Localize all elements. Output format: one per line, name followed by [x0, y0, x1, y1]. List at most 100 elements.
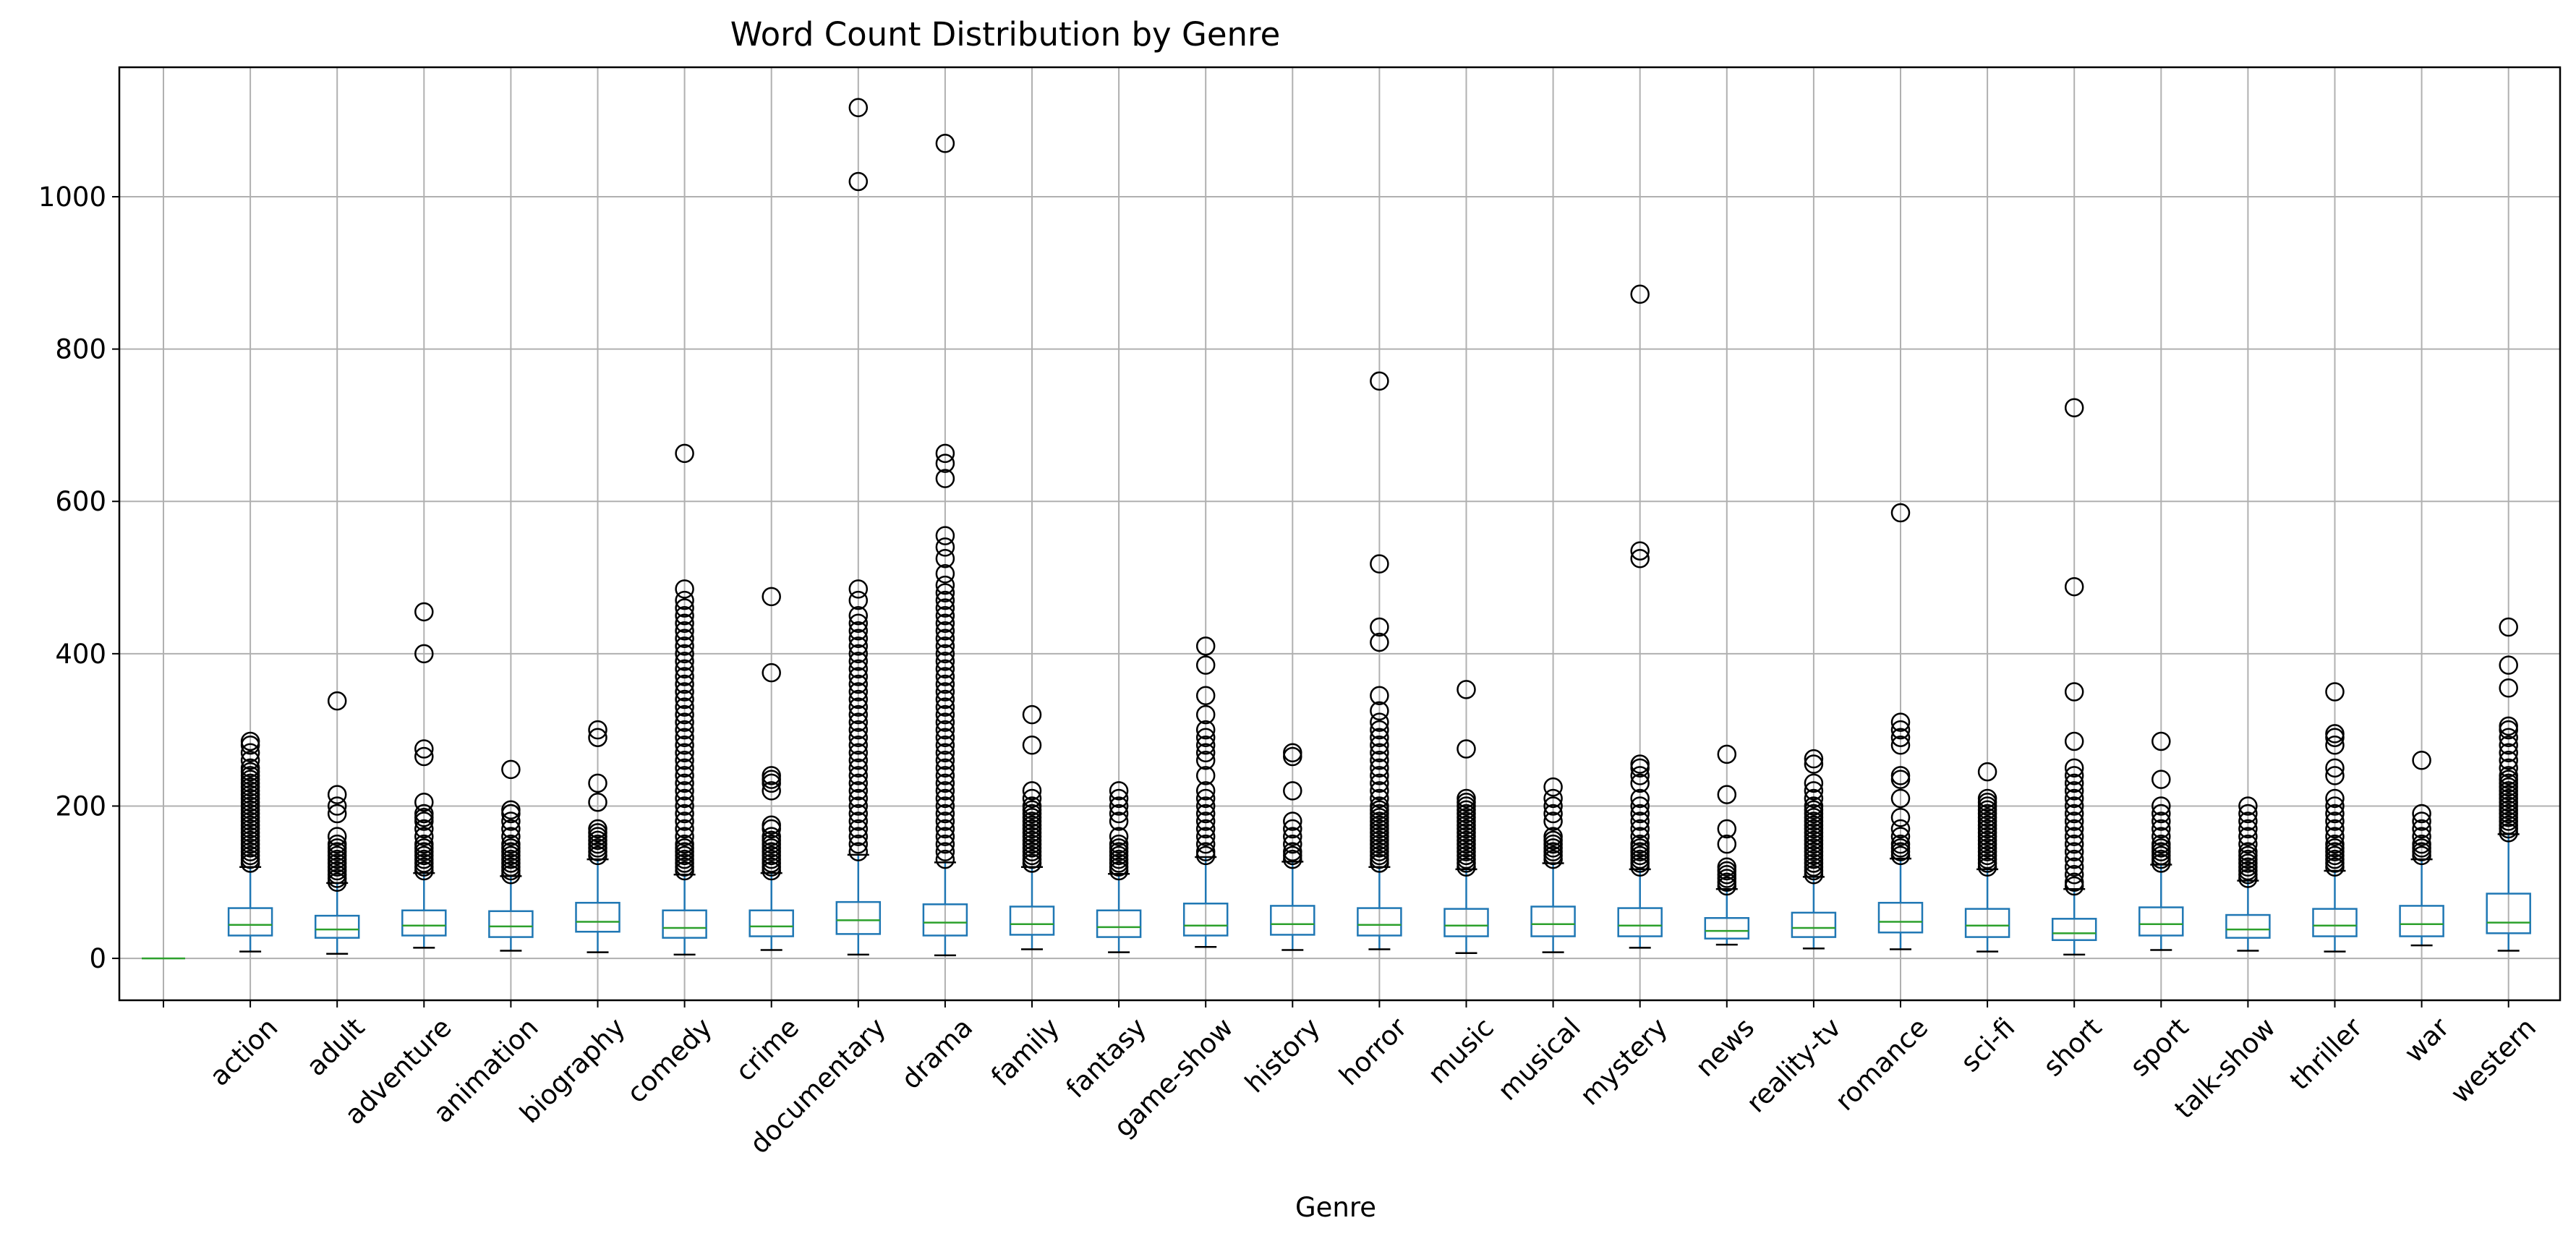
outlier-point	[848, 579, 869, 599]
outlier-point	[2064, 682, 2084, 702]
outlier-point	[935, 682, 955, 702]
outlier-point	[675, 652, 694, 671]
outlier-point	[1890, 834, 1911, 854]
outlier-point	[675, 644, 694, 664]
outlier-point	[935, 781, 955, 801]
box-game-show	[1182, 636, 1229, 948]
outlier-point	[2064, 872, 2084, 892]
y-tick-label: 400	[55, 639, 106, 670]
outlier-point	[848, 811, 869, 831]
outlier-point	[675, 796, 694, 816]
outlier-point	[2064, 811, 2084, 831]
outlier-point	[2064, 398, 2084, 417]
outlier-point	[2325, 819, 2345, 839]
outlier-point	[762, 781, 781, 801]
outlier-point	[2238, 827, 2258, 846]
outlier-point	[588, 728, 607, 747]
outlier-point	[1022, 796, 1042, 816]
outlier-point	[1195, 788, 1216, 809]
outlier-point	[327, 834, 347, 854]
outlier-point	[1457, 680, 1476, 699]
outlier-point	[848, 735, 869, 755]
outlier-point	[1370, 617, 1389, 637]
outlier-point	[1890, 827, 1911, 846]
outlier-point	[1717, 857, 1737, 877]
outlier-point	[1022, 781, 1042, 801]
x-tick-label: sport	[2124, 1012, 2195, 1083]
outlier-point	[935, 704, 955, 725]
outlier-point	[935, 834, 955, 854]
outlier-point	[675, 704, 694, 725]
outlier-point	[2064, 842, 2084, 861]
box-crime	[749, 587, 794, 951]
outlier-point	[2412, 819, 2431, 839]
outlier-point	[935, 720, 955, 740]
outlier-point	[935, 796, 955, 816]
outlier-point	[2151, 796, 2171, 816]
outlier-point	[327, 691, 347, 711]
box-reality-tv	[1791, 749, 1837, 950]
outlier-point	[1630, 788, 1650, 809]
outlier-point	[1630, 796, 1650, 816]
box-sport	[2138, 731, 2184, 951]
outlier-point	[1195, 743, 1216, 763]
y-tick-label: 600	[55, 486, 106, 517]
outlier-point	[675, 773, 694, 793]
x-tick-label: music	[1422, 1012, 1500, 1090]
iqr-box	[1704, 917, 1750, 940]
outlier-point	[935, 526, 955, 545]
outlier-point	[2499, 617, 2518, 637]
x-tick-label: western	[2444, 1012, 2542, 1109]
outlier-point	[2325, 811, 2345, 831]
outlier-point	[1890, 808, 1911, 827]
outlier-point	[1195, 811, 1216, 831]
outlier-point	[848, 827, 869, 846]
outlier-point	[675, 766, 694, 785]
outlier-point	[2064, 864, 2084, 885]
iqr-box	[2486, 892, 2531, 934]
outlier-point	[675, 629, 694, 649]
outlier-point	[762, 587, 781, 607]
iqr-box	[1357, 907, 1402, 937]
outlier-point	[1804, 754, 1824, 774]
x-tick-label: drama	[895, 1012, 978, 1095]
y-axis: 0 200 400 600 800 1000	[38, 182, 119, 974]
outlier-point	[2499, 743, 2518, 763]
outlier-point	[1109, 827, 1129, 846]
outlier-point	[935, 712, 955, 732]
x-tick-label: action	[204, 1012, 284, 1092]
outlier-point	[935, 735, 955, 755]
outlier-point	[1717, 785, 1737, 804]
outlier-point	[935, 689, 955, 710]
outlier-point	[935, 819, 955, 839]
outlier-point	[935, 613, 955, 633]
iqr-box	[662, 909, 707, 939]
outlier-point	[501, 827, 521, 846]
outlier-point	[935, 811, 955, 831]
outlier-point	[935, 751, 955, 770]
outlier-point	[2499, 751, 2518, 770]
outlier-point	[675, 735, 694, 755]
outlier-point	[1543, 777, 1563, 797]
outlier-point	[1370, 712, 1389, 732]
outlier-point	[1195, 636, 1216, 656]
iqr-box	[2312, 908, 2358, 937]
outlier-point	[1195, 728, 1216, 747]
outlier-point	[1109, 811, 1129, 831]
outlier-point	[2325, 682, 2345, 702]
outlier-point	[935, 766, 955, 785]
outlier-point	[1370, 554, 1389, 574]
box-war	[2399, 751, 2444, 947]
outlier-point	[2412, 834, 2431, 854]
outlier-point	[1283, 811, 1302, 831]
outlier-point	[935, 743, 955, 763]
x-tick-label: horror	[1334, 1011, 1414, 1091]
outlier-point	[1890, 735, 1911, 755]
outlier-point	[848, 629, 869, 649]
outlier-point	[1283, 834, 1302, 854]
outlier-point	[848, 766, 869, 785]
outlier-point	[848, 682, 869, 702]
outlier-point	[414, 792, 434, 812]
outlier-point	[2064, 819, 2084, 839]
